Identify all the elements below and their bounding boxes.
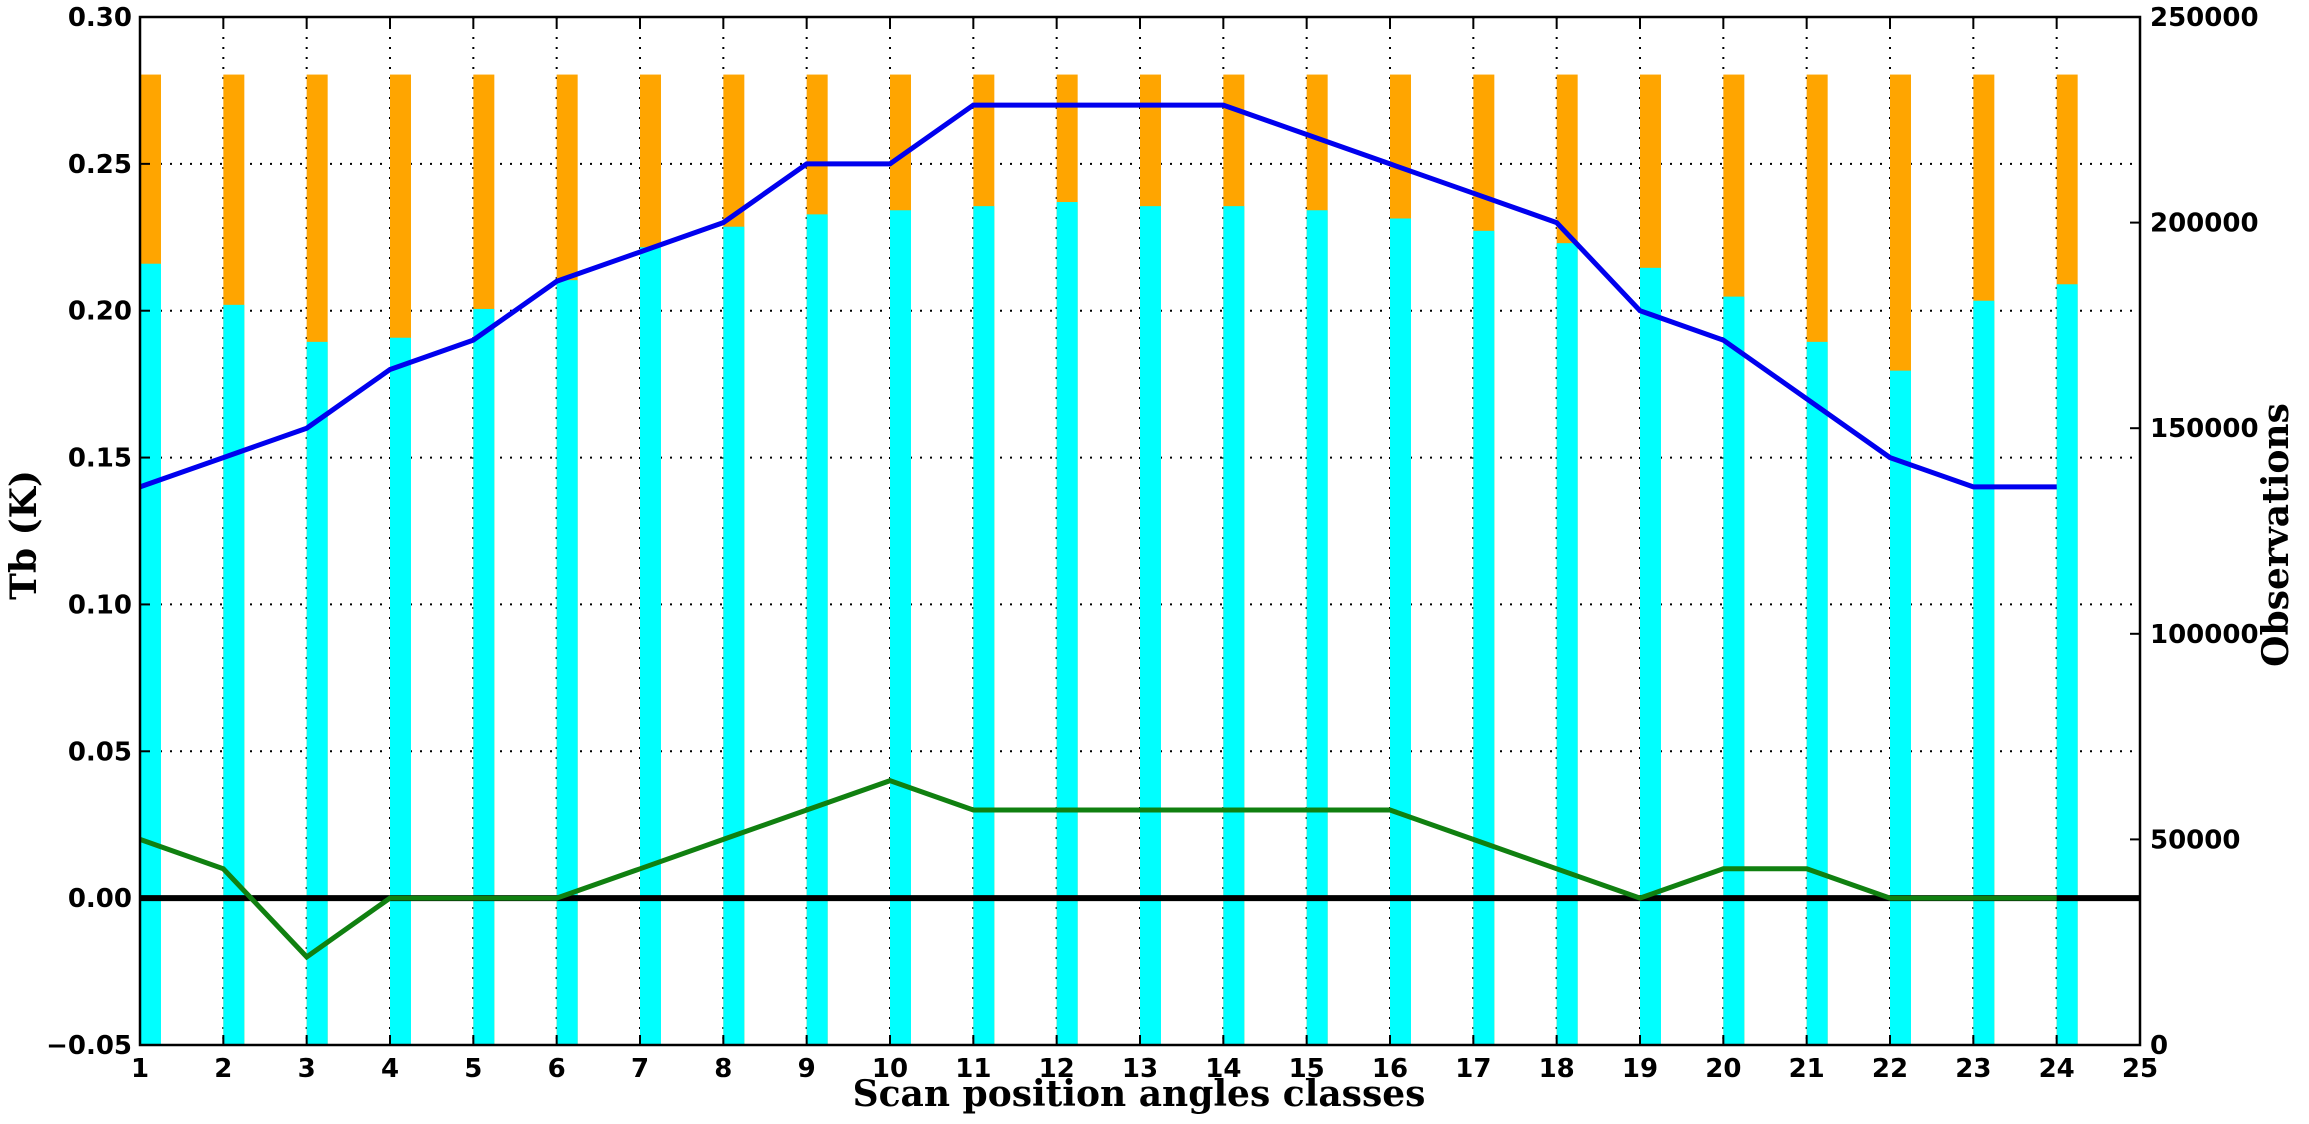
x-tick-label: 19: [1622, 1054, 1658, 1084]
y2-tick-label: 250000: [2150, 3, 2259, 33]
tick-labels: 1 2 3 4 5 6 7 8 9 10 11 12 13 14 15 16 17 18 19 20 21 22 23 24 2…: [46, 3, 2258, 1084]
blue-series-line: [139, 102, 2057, 490]
x-tick-label: 3: [298, 1054, 316, 1084]
x-axis-title: Scan position angles classes: [853, 1073, 1426, 1115]
x-tick-label: 1: [131, 1054, 149, 1084]
y2-tick-label: 150000: [2150, 414, 2259, 444]
x-tick-label: 14: [1205, 1054, 1241, 1084]
y-axis-title: Tb (K): [3, 470, 45, 600]
x-tick-label: 17: [1455, 1054, 1491, 1084]
bar-cyan: [1140, 206, 1161, 1046]
bar-cyan: [140, 263, 161, 1046]
x-tick-label: 12: [1039, 1054, 1075, 1084]
bar-cyan: [306, 341, 328, 1045]
y-tick-label: 0.00: [68, 884, 132, 914]
y-tick-label: 0.10: [68, 590, 132, 620]
x-tick-label: 20: [1705, 1054, 1741, 1084]
bar-cyan: [1723, 296, 1745, 1046]
y2-tick-label: 0: [2150, 1031, 2168, 1061]
bar-cyan: [1640, 267, 1661, 1045]
bar-cyan: [1973, 300, 1995, 1045]
bar-cyan: [1223, 206, 1245, 1046]
bar-cyan: [1890, 370, 1911, 1046]
y-tick-label: 0.05: [68, 737, 132, 767]
x-tick-label: 11: [955, 1054, 991, 1084]
axes: [138, 15, 2142, 1047]
x-tick-label: 22: [1872, 1054, 1908, 1084]
x-tick-label: 18: [1539, 1054, 1575, 1084]
x-tick-label: 15: [1289, 1054, 1325, 1084]
bar-cyan: [1806, 341, 1828, 1045]
bar-cyan: [390, 337, 411, 1046]
bar-cyan: [640, 247, 661, 1046]
x-tick-label: 2: [214, 1054, 232, 1084]
bar-cyan: [723, 226, 745, 1045]
x-tick-label: 25: [2122, 1054, 2158, 1084]
bar-cyan: [1473, 230, 1495, 1046]
y2-tick-label: 100000: [2150, 620, 2259, 650]
bar-cyan: [2056, 284, 2078, 1045]
bars: [140, 74, 2078, 1046]
y-tick-label: 0.25: [68, 150, 132, 180]
x-tick-label: 23: [1955, 1054, 1991, 1084]
x-tick-label: 16: [1372, 1054, 1408, 1084]
x-tick-label: 5: [464, 1054, 482, 1084]
green-series-line: [139, 778, 2057, 961]
bar-cyan: [1056, 202, 1078, 1046]
x-tick-label: 9: [798, 1054, 816, 1084]
y-tick-label: −0.05: [46, 1031, 132, 1061]
bar-cyan: [556, 280, 578, 1046]
x-tick-label: 13: [1122, 1054, 1158, 1084]
series-lines: [139, 102, 2057, 961]
x-tick-label: 8: [714, 1054, 732, 1084]
y-tick-label: 0.30: [68, 3, 132, 33]
x-tick-label: 6: [548, 1054, 566, 1084]
y2-tick-label: 50000: [2150, 825, 2240, 855]
x-tick-label: 21: [1789, 1054, 1825, 1084]
bar-cyan: [1556, 243, 1578, 1045]
x-tick-label: 4: [381, 1054, 399, 1084]
bar-cyan: [473, 308, 495, 1045]
bar-cyan: [973, 206, 995, 1046]
y-tick-label: 0.15: [68, 444, 132, 474]
y2-axis-title: Observations: [2255, 403, 2297, 667]
bar-cyan: [1306, 210, 1328, 1046]
x-tick-label: 24: [2039, 1054, 2075, 1084]
bar-cyan: [1390, 218, 1411, 1045]
y-tick-label: 0.20: [68, 297, 132, 327]
x-tick-label: 7: [631, 1054, 649, 1084]
y2-tick-label: 200000: [2150, 209, 2259, 239]
bar-cyan: [890, 210, 911, 1046]
bar-cyan: [223, 304, 245, 1046]
bar-cyan: [806, 214, 828, 1046]
x-tick-label: 10: [872, 1054, 908, 1084]
